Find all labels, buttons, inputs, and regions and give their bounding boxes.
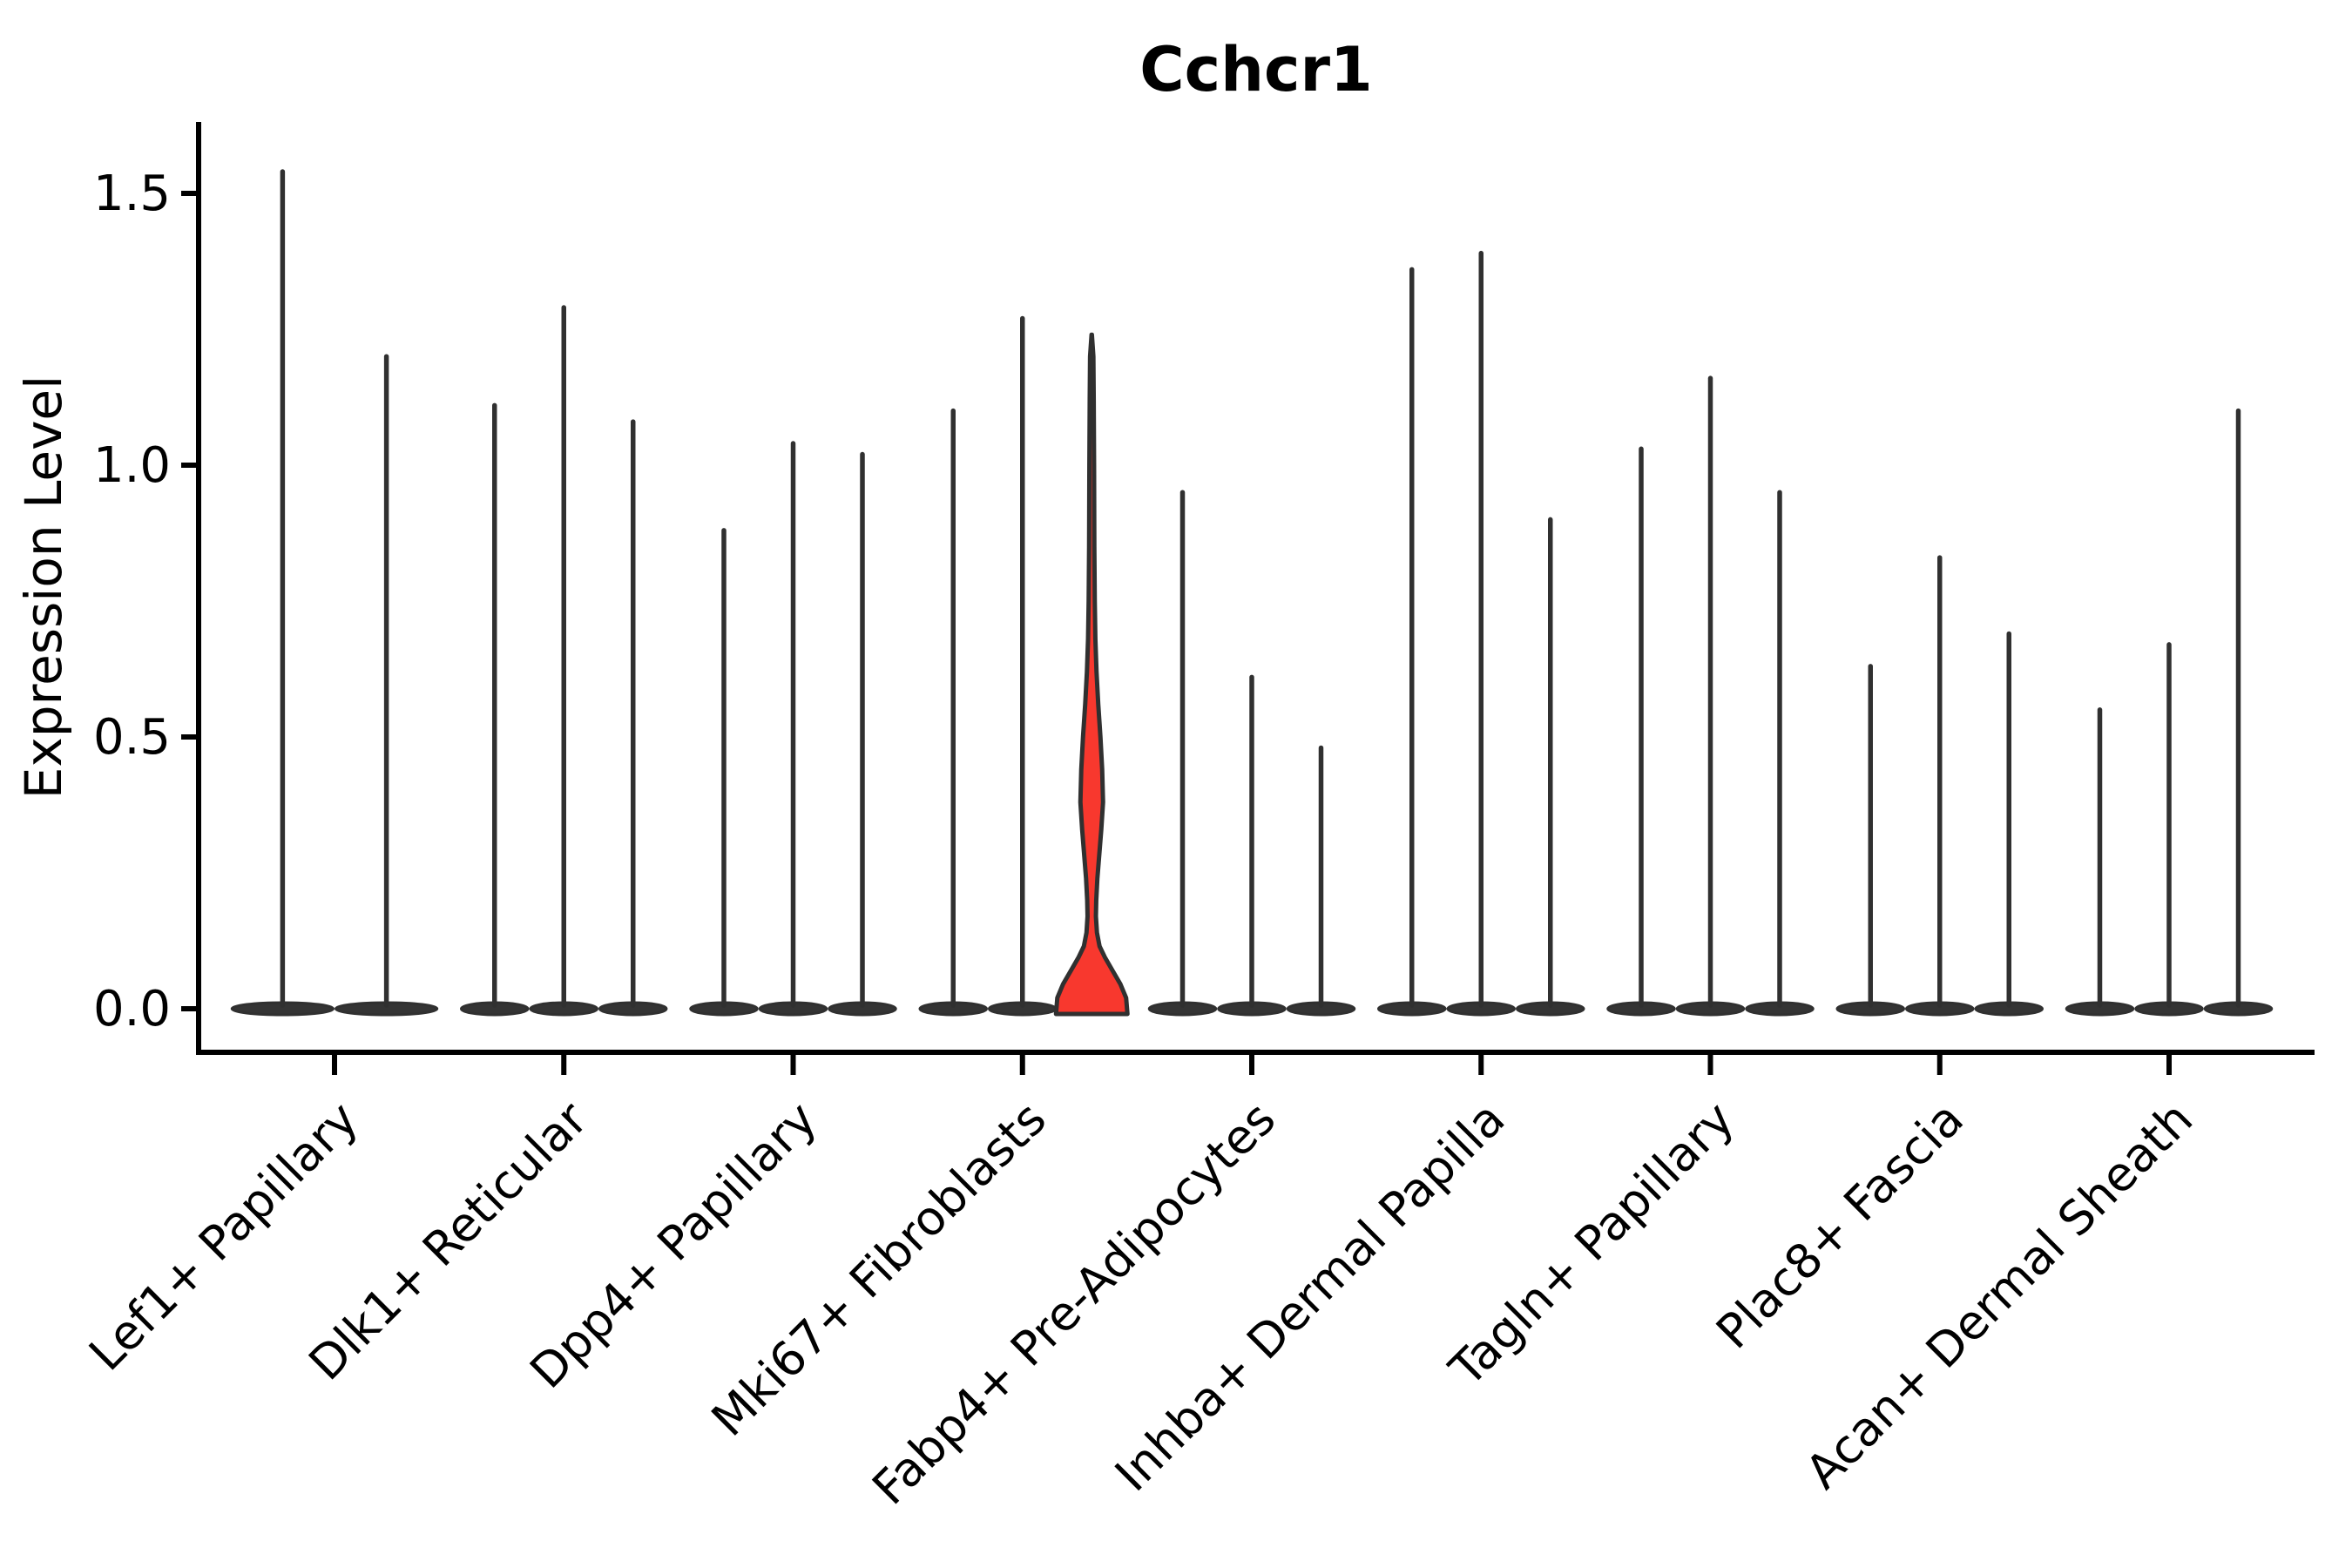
y-tick-label: 1.5	[93, 166, 171, 222]
highlighted-violin	[1053, 332, 1130, 1017]
x-axis-category-label: Plac8+ Fascia	[1706, 1092, 1974, 1360]
x-axis-category-label: Fabp4+ Pre-Adipocytes	[862, 1092, 1286, 1516]
y-tick-label: 0.5	[93, 709, 171, 766]
axes-layer	[181, 122, 2315, 1075]
y-tick-label: 1.0	[93, 437, 171, 494]
chart-title: Cchcr1	[1139, 34, 1372, 105]
y-tick-label: 0.0	[93, 981, 171, 1037]
x-axis-category-label: Acan+ Dermal Sheath	[1795, 1092, 2203, 1499]
y-tick-labels: 0.0 0.5 1.0 1.5	[93, 166, 171, 1037]
x-axis-category-label: Inhba+ Dermal Papilla	[1105, 1092, 1515, 1502]
violins-layer	[230, 169, 2274, 1017]
y-axis-label: Expression Level	[14, 375, 73, 799]
